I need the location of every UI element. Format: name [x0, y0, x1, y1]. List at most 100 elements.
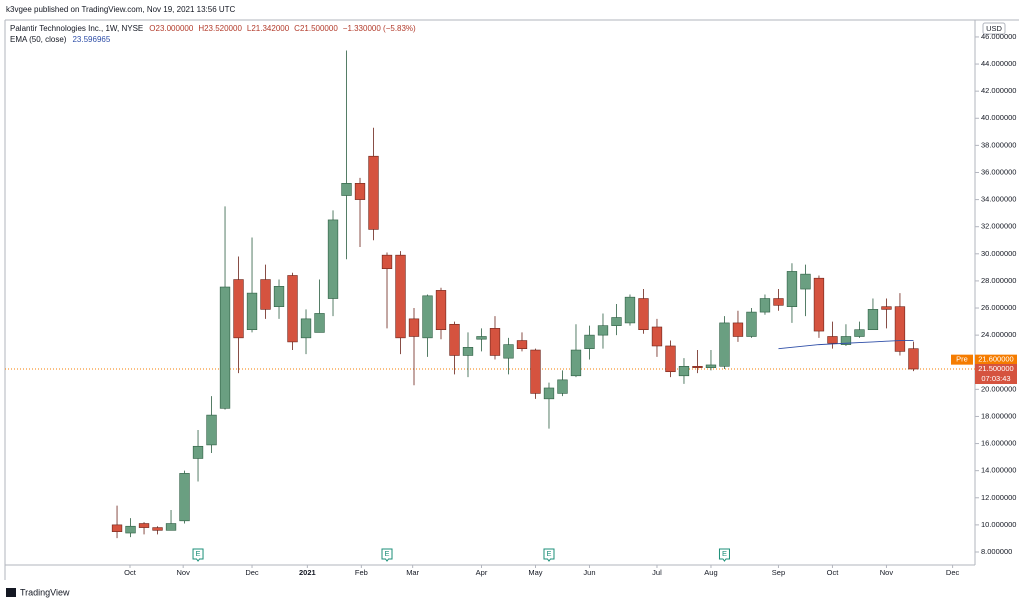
y-tick-label: 28.000000	[981, 276, 1016, 285]
y-tick-label: 26.000000	[981, 303, 1016, 312]
x-tick-label: Oct	[124, 568, 137, 577]
candle-body	[206, 414, 217, 446]
candle-body	[557, 379, 568, 394]
candle-body	[435, 290, 447, 331]
candle-body	[624, 296, 636, 324]
y-tick-label: 10.000000	[981, 520, 1016, 529]
candle-body	[732, 322, 744, 337]
candle-body	[530, 349, 541, 394]
earnings-marker: E	[718, 548, 730, 562]
x-tick-label: Oct	[827, 568, 840, 577]
candle-body	[111, 524, 123, 532]
candle-body	[503, 344, 514, 359]
candle-body	[354, 183, 366, 200]
candle-body	[678, 366, 690, 377]
x-tick-label: Dec	[245, 568, 259, 577]
y-tick-label: 36.000000	[981, 167, 1016, 176]
publisher: k3vgee published on TradingView.com, Nov…	[6, 5, 236, 14]
candle-body	[287, 275, 298, 343]
candle-body	[543, 387, 555, 400]
candle-body	[597, 325, 609, 336]
x-tick-label: Apr	[476, 568, 488, 577]
x-tick-label: Nov	[177, 568, 191, 577]
candle-body	[138, 523, 150, 528]
y-tick-label: 32.000000	[981, 222, 1016, 231]
y-tick-label: 40.000000	[981, 113, 1016, 122]
candle-body	[665, 345, 676, 373]
earnings-badge	[192, 548, 204, 562]
ohlc-legend: C21.500000	[294, 24, 338, 33]
y-tick-label: 38.000000	[981, 140, 1016, 149]
ohlc-legend: L21.342000	[247, 24, 290, 33]
countdown: 07:03:43	[981, 374, 1010, 383]
earnings-marker: E	[192, 548, 204, 562]
candle-body	[260, 279, 271, 310]
pre-value: 21.600000	[978, 355, 1013, 364]
last-tag	[975, 364, 1017, 385]
last-value: 21.500000	[978, 364, 1013, 373]
y-tick-label: 8.000000	[981, 547, 1012, 556]
brand-logo	[6, 588, 16, 597]
x-tick-label: Nov	[880, 568, 894, 577]
candle-body	[476, 336, 487, 340]
candle-body	[327, 219, 339, 299]
candle-body	[489, 328, 501, 356]
candle-body	[570, 349, 582, 377]
candle-body	[813, 277, 825, 332]
earnings-label: E	[196, 549, 201, 558]
candle-body	[192, 445, 204, 459]
earnings-badge	[543, 548, 555, 562]
candle-body	[246, 292, 258, 331]
y-tick-label: 44.000000	[981, 59, 1016, 68]
y-tick-label: 34.000000	[981, 195, 1016, 204]
y-tick-label: 46.000000	[981, 32, 1016, 41]
ema-line	[778, 340, 914, 350]
candle-body	[651, 326, 663, 347]
x-tick-label: Mar	[406, 568, 419, 577]
candle-body	[314, 313, 325, 333]
candle-body	[273, 286, 285, 307]
pre-label: Pre	[956, 355, 968, 364]
candle-body	[854, 329, 865, 337]
x-tick-label: Feb	[355, 568, 368, 577]
ohlc-legend: O23.000000	[149, 24, 194, 33]
candle-body	[759, 298, 771, 313]
y-tick-label: 14.000000	[981, 466, 1016, 475]
candle-body	[840, 336, 852, 345]
candle-body	[152, 527, 163, 531]
ohlc-legend: H23.520000	[198, 24, 242, 33]
candle-body	[800, 273, 811, 290]
earnings-label: E	[722, 549, 727, 558]
y-tick-label: 18.000000	[981, 411, 1016, 420]
y-tick-label: 24.000000	[981, 330, 1016, 339]
earnings-badge	[718, 548, 730, 562]
candle-body	[300, 318, 312, 339]
indicator-value: 23.596965	[72, 35, 110, 44]
candle-body	[867, 309, 879, 331]
x-tick-label: Aug	[704, 568, 717, 577]
candle-body	[341, 183, 352, 196]
earnings-marker: E	[381, 548, 393, 562]
currency-box	[982, 22, 1006, 35]
candle-body	[746, 311, 757, 337]
candle-body	[881, 306, 892, 310]
x-tick-label: 2021	[299, 568, 316, 577]
indicator-name: EMA (50, close)	[10, 35, 67, 44]
pre-badge	[951, 354, 973, 365]
earnings-badge	[381, 548, 393, 562]
y-tick-label: 42.000000	[981, 86, 1016, 95]
candle-body	[692, 366, 703, 368]
candle-body	[462, 347, 474, 356]
candle-body	[381, 254, 393, 270]
ohlc-legend: −1.330000 (−5.83%)	[343, 24, 416, 33]
y-tick-label: 16.000000	[981, 439, 1016, 448]
y-tick-label: 20.000000	[981, 384, 1016, 393]
candle-body	[584, 334, 595, 349]
candle-body	[908, 348, 919, 370]
candle-body	[125, 525, 136, 534]
currency: USD	[986, 24, 1002, 33]
candle-body	[705, 364, 717, 368]
